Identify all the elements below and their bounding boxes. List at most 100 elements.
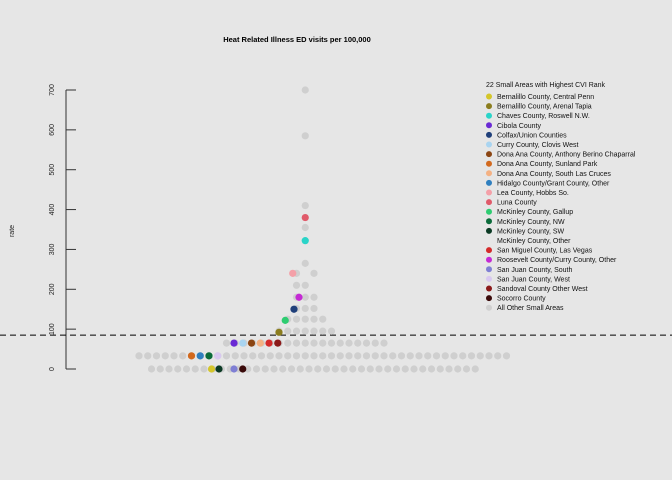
data-point bbox=[389, 352, 397, 360]
data-point bbox=[340, 365, 348, 373]
data-point bbox=[135, 352, 143, 360]
legend-label: Lea County, Hobbs So. bbox=[497, 190, 569, 197]
legend-swatch bbox=[486, 122, 492, 129]
data-point bbox=[284, 327, 292, 335]
data-point bbox=[415, 352, 423, 360]
data-point bbox=[319, 315, 327, 323]
data-point bbox=[301, 327, 309, 335]
data-point bbox=[354, 339, 362, 347]
data-point bbox=[454, 365, 462, 373]
highlight-point bbox=[214, 352, 222, 360]
legend-label: McKinley County, NW bbox=[497, 219, 565, 226]
data-point bbox=[336, 352, 344, 360]
data-point bbox=[252, 365, 261, 373]
legend-label: Dona Ana County, South Las Cruces bbox=[497, 171, 611, 178]
data-point bbox=[240, 352, 248, 360]
data-point bbox=[410, 365, 418, 373]
data-point bbox=[371, 352, 379, 360]
data-point bbox=[200, 365, 208, 373]
data-point bbox=[305, 365, 313, 373]
legend-swatch bbox=[486, 275, 492, 282]
data-point bbox=[310, 327, 318, 335]
data-point bbox=[301, 304, 309, 313]
data-point bbox=[179, 352, 187, 360]
data-point bbox=[384, 365, 392, 373]
legend-label: Sandoval County Other West bbox=[497, 286, 588, 293]
legend-swatch bbox=[486, 151, 492, 158]
y-axis: 0 100 200 300 400 500 600 700 bbox=[49, 84, 76, 371]
data-point bbox=[331, 365, 339, 373]
highlight-point bbox=[205, 352, 213, 360]
data-point bbox=[380, 352, 388, 360]
data-point bbox=[485, 352, 493, 360]
highlight-point bbox=[256, 339, 264, 347]
highlight-point bbox=[196, 352, 204, 360]
legend-swatch bbox=[486, 266, 492, 273]
legend-swatch bbox=[486, 189, 492, 196]
legend-swatch bbox=[486, 160, 492, 167]
legend-label: Cibola County bbox=[497, 123, 541, 130]
legend-swatch bbox=[486, 199, 492, 206]
highlight-point bbox=[247, 339, 256, 347]
highlight-point bbox=[295, 293, 303, 301]
data-point bbox=[284, 352, 292, 360]
data-point bbox=[156, 365, 164, 373]
data-point bbox=[467, 352, 476, 360]
data-point bbox=[170, 352, 178, 360]
data-point bbox=[257, 352, 266, 360]
legend-swatch bbox=[486, 247, 492, 254]
data-point bbox=[401, 365, 409, 373]
legend-swatch bbox=[486, 218, 492, 225]
data-point bbox=[191, 365, 199, 373]
legend-swatch bbox=[486, 295, 492, 302]
data-point bbox=[301, 352, 309, 360]
chart-title: Heat Related Illness ED visits per 100,0… bbox=[223, 35, 371, 44]
data-point bbox=[292, 315, 301, 323]
data-point bbox=[310, 304, 318, 313]
data-point bbox=[292, 281, 301, 289]
highlight-point bbox=[301, 213, 309, 222]
data-point bbox=[345, 339, 353, 347]
data-point bbox=[336, 339, 344, 347]
data-point bbox=[371, 339, 379, 347]
data-point bbox=[301, 281, 309, 289]
data-point bbox=[249, 352, 257, 360]
data-point bbox=[319, 327, 327, 335]
data-point bbox=[494, 352, 502, 360]
data-point bbox=[310, 352, 318, 360]
legend-swatch bbox=[486, 170, 492, 177]
legend-label: Socorro County bbox=[497, 296, 546, 303]
data-point bbox=[222, 339, 231, 347]
data-point bbox=[301, 132, 309, 140]
legend-swatch bbox=[486, 256, 492, 263]
data-point bbox=[392, 365, 401, 373]
legend-swatch bbox=[486, 304, 492, 311]
data-point bbox=[284, 339, 292, 347]
data-point bbox=[270, 365, 278, 373]
highlight-point bbox=[289, 269, 297, 277]
data-point bbox=[327, 352, 336, 360]
data-point bbox=[301, 259, 309, 267]
y-tick-label: 300 bbox=[49, 243, 56, 255]
y-tick-label: 600 bbox=[49, 124, 56, 136]
data-point bbox=[419, 365, 427, 373]
data-point bbox=[182, 365, 191, 373]
y-tick-label: 400 bbox=[49, 204, 56, 216]
data-point bbox=[366, 365, 374, 373]
legend-swatch bbox=[486, 285, 492, 292]
legend-label: McKinley County, Other bbox=[497, 238, 571, 245]
data-point bbox=[436, 365, 444, 373]
data-point bbox=[244, 365, 252, 373]
data-point bbox=[310, 339, 318, 347]
legend-label: McKinley County, Gallup bbox=[497, 209, 573, 216]
data-point bbox=[362, 352, 371, 360]
data-point bbox=[462, 365, 471, 373]
legend-label: Bernalillo County, Central Penn bbox=[497, 94, 594, 101]
data-point bbox=[349, 365, 357, 373]
highlight-point bbox=[187, 352, 196, 360]
data-point bbox=[301, 339, 309, 347]
data-point bbox=[327, 327, 336, 335]
data-point bbox=[301, 315, 309, 323]
data-point bbox=[319, 339, 327, 347]
